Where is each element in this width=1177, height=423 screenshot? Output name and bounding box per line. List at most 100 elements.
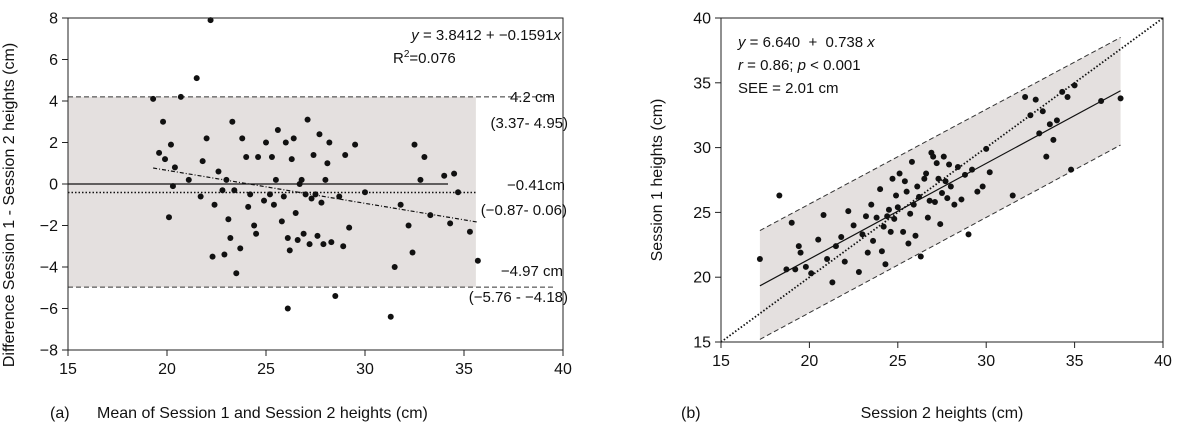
y-tick-label: 20 bbox=[693, 270, 711, 287]
scatter-points bbox=[150, 17, 481, 320]
data-point bbox=[907, 210, 914, 217]
lower-limit-ci: (−5.76 - −4.18) bbox=[469, 289, 568, 306]
data-point bbox=[1039, 108, 1046, 115]
data-point bbox=[324, 160, 331, 167]
data-point bbox=[268, 154, 275, 161]
data-point bbox=[832, 243, 839, 250]
data-point bbox=[352, 141, 359, 148]
data-point bbox=[969, 166, 976, 173]
panel-label-a: (a) bbox=[50, 405, 70, 422]
data-point bbox=[282, 139, 289, 146]
data-point bbox=[887, 228, 894, 235]
data-point bbox=[1059, 88, 1066, 95]
y-tick-label: 8 bbox=[49, 11, 58, 28]
data-point bbox=[944, 195, 951, 202]
correlation-stats: r = 0.86; p < 0.001 bbox=[738, 57, 861, 74]
regression-line bbox=[759, 90, 1121, 287]
data-point bbox=[912, 232, 919, 239]
bland-altman-panel: 15 20 25 30 35 40 −8 −6 −4 −2 0 2 4 6 8 y = 3.8412 + … bbox=[1, 11, 572, 423]
data-point bbox=[255, 154, 262, 161]
mean-difference-label: −0.41cm bbox=[507, 177, 565, 194]
data-point bbox=[209, 253, 216, 260]
x-tick-label: 20 bbox=[158, 361, 176, 378]
data-point bbox=[1117, 95, 1124, 102]
data-point bbox=[937, 221, 944, 228]
data-point bbox=[983, 145, 990, 152]
data-point bbox=[306, 241, 313, 248]
y-axis-ticks: 15 20 25 30 35 40 bbox=[693, 11, 721, 352]
data-point bbox=[229, 118, 236, 125]
data-point bbox=[160, 118, 167, 125]
see-label: SEE = 2.01 cm bbox=[738, 80, 838, 97]
identity-line bbox=[720, 17, 1164, 343]
data-point bbox=[326, 139, 333, 146]
data-point bbox=[986, 169, 993, 176]
data-point bbox=[940, 153, 947, 160]
data-point bbox=[889, 175, 896, 182]
correlation-panel: 15 20 25 30 35 40 15 20 25 30 35 40 y = 6.640 + 0.… bbox=[649, 11, 1172, 423]
data-point bbox=[931, 199, 938, 206]
data-point bbox=[900, 228, 907, 235]
data-point bbox=[391, 264, 398, 270]
data-point bbox=[284, 305, 291, 312]
data-point bbox=[859, 231, 866, 238]
equation-y: y bbox=[410, 27, 420, 44]
data-point bbox=[901, 178, 908, 185]
data-point bbox=[245, 203, 252, 210]
data-point bbox=[884, 213, 891, 220]
panel-label-b: (b) bbox=[681, 405, 701, 422]
x-tick-label: 35 bbox=[455, 361, 473, 378]
r-squared-sup: 2 bbox=[404, 49, 410, 60]
data-point bbox=[405, 222, 412, 229]
y-tick-label: 15 bbox=[693, 335, 711, 352]
data-point bbox=[1068, 166, 1075, 173]
data-point bbox=[855, 269, 862, 276]
data-point bbox=[162, 156, 169, 163]
data-point bbox=[223, 176, 230, 183]
data-point bbox=[304, 116, 311, 123]
r-squared-value: =0.076 bbox=[409, 50, 455, 67]
data-point bbox=[278, 218, 285, 225]
y-tick-label: 0 bbox=[49, 177, 58, 194]
data-point bbox=[421, 154, 428, 161]
data-point bbox=[797, 249, 804, 256]
data-point bbox=[776, 192, 783, 199]
data-point bbox=[1050, 136, 1057, 143]
data-point bbox=[237, 245, 244, 252]
r-symbol: r bbox=[738, 57, 744, 74]
y-tick-label: −8 bbox=[40, 343, 58, 360]
x-axis-label: Mean of Session 1 and Session 2 heights … bbox=[97, 405, 428, 422]
data-point bbox=[346, 224, 353, 231]
data-point bbox=[243, 154, 250, 161]
data-point bbox=[274, 127, 281, 134]
data-point bbox=[954, 164, 961, 171]
y-axis-label: Session 1 heights (cm) bbox=[649, 99, 666, 262]
data-point bbox=[1071, 82, 1078, 89]
x-tick-label: 30 bbox=[977, 353, 995, 370]
data-point bbox=[300, 230, 307, 237]
lower-limit-label: −4.97 cm bbox=[501, 263, 563, 280]
data-point bbox=[474, 257, 481, 264]
scatter-points bbox=[756, 82, 1124, 286]
data-point bbox=[1064, 94, 1071, 101]
x-tick-label: 20 bbox=[801, 353, 819, 370]
x-tick-label: 25 bbox=[889, 353, 907, 370]
data-point bbox=[882, 261, 889, 268]
data-point bbox=[441, 172, 448, 179]
data-point bbox=[451, 170, 458, 177]
data-point bbox=[942, 178, 949, 185]
x-tick-label: 15 bbox=[59, 361, 77, 378]
y-tick-label: 30 bbox=[693, 140, 711, 157]
data-point bbox=[850, 222, 857, 229]
data-point bbox=[261, 197, 268, 204]
y-tick-label: 6 bbox=[49, 52, 58, 69]
r-squared-r: R bbox=[393, 50, 404, 67]
data-point bbox=[177, 93, 184, 100]
data-point bbox=[893, 192, 900, 199]
x-tick-label: 35 bbox=[1066, 353, 1084, 370]
data-point bbox=[308, 195, 315, 202]
data-point bbox=[167, 141, 174, 148]
r-squared: R2=0.076 bbox=[393, 49, 456, 67]
r-value: = 0.86; bbox=[743, 57, 798, 74]
x-axis-ticks: 15 20 25 30 35 40 bbox=[59, 350, 572, 378]
